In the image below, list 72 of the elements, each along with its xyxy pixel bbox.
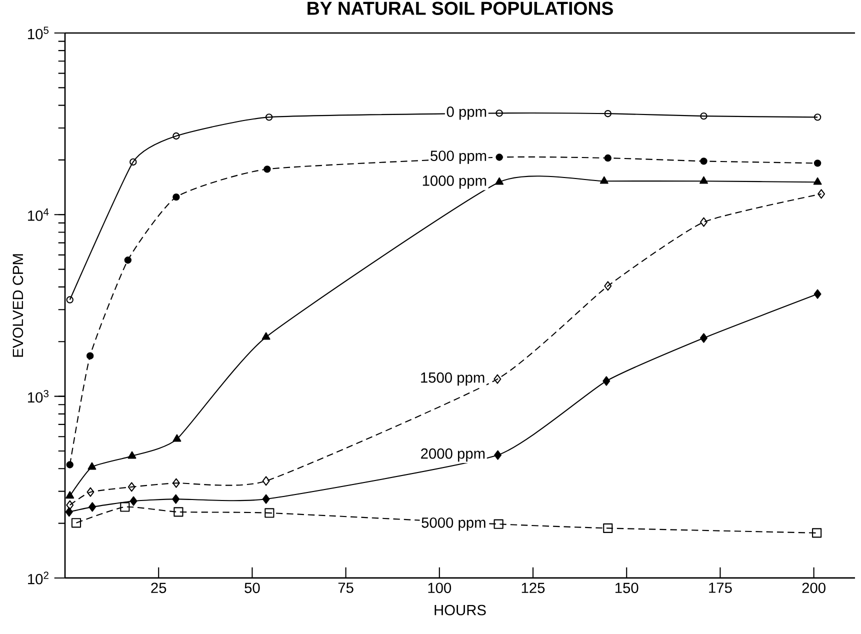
x-tick-label: 200	[802, 582, 826, 594]
point	[130, 496, 138, 506]
point	[496, 154, 503, 161]
point	[495, 177, 504, 185]
point	[700, 158, 708, 165]
x-axis-title: HOURS	[434, 604, 486, 616]
series-label: 1500 ppm	[421, 372, 484, 386]
point	[71, 518, 82, 528]
point	[600, 176, 608, 184]
point	[700, 112, 708, 120]
point	[700, 333, 708, 343]
series-label: 1000 ppm	[422, 176, 486, 189]
point	[814, 289, 822, 299]
point	[812, 528, 822, 538]
x-tick-label: 150	[615, 582, 638, 594]
point	[66, 491, 74, 499]
point	[120, 502, 130, 512]
point	[172, 478, 180, 488]
x-tick-label: 175	[709, 582, 732, 593]
y-tick-label: 10$^{2}$	[28, 572, 48, 584]
point	[494, 450, 502, 460]
point	[66, 461, 74, 468]
series-label: 0 ppm	[446, 106, 486, 120]
point	[603, 523, 613, 533]
point	[124, 256, 132, 264]
y-tick-label: 10$^{4}$	[28, 208, 49, 221]
chart-title: BY NATURAL SOIL POPULATIONS	[308, 2, 613, 15]
point	[130, 158, 137, 166]
series-label: 500 ppm	[430, 150, 486, 164]
series-label: 5000 ppm	[422, 517, 486, 531]
point	[494, 374, 502, 384]
point	[494, 519, 504, 529]
point	[814, 160, 822, 167]
x-tick-label: 100	[428, 582, 452, 594]
point	[700, 217, 708, 227]
point	[262, 476, 270, 486]
point	[265, 114, 273, 121]
point	[66, 296, 74, 304]
point	[172, 434, 182, 442]
point	[174, 507, 184, 517]
x-tick-label: 50	[244, 582, 260, 594]
y-axis-title: EVOLVED CPM	[12, 254, 24, 357]
point	[700, 176, 708, 184]
point	[604, 281, 612, 291]
y-tick-label: 10$^{3}$	[28, 390, 48, 403]
point	[88, 462, 96, 470]
point	[172, 494, 180, 504]
point	[172, 193, 180, 201]
point	[602, 376, 610, 386]
point	[604, 154, 612, 162]
series-label: 2000 ppm	[421, 448, 485, 462]
point	[262, 332, 270, 340]
x-tick-label: 75	[338, 582, 354, 593]
point	[128, 482, 136, 492]
point	[264, 508, 274, 518]
point	[128, 451, 136, 459]
point	[604, 110, 612, 118]
point	[814, 114, 822, 121]
x-tick-label: 25	[151, 582, 166, 594]
point	[66, 500, 74, 510]
point	[818, 189, 826, 199]
point	[264, 166, 271, 173]
y-tick-label: 10$^{5}$	[28, 26, 49, 40]
point	[86, 487, 94, 497]
x-tick-label: 125	[522, 582, 545, 594]
point	[496, 110, 503, 117]
point	[262, 494, 270, 504]
point	[65, 507, 73, 517]
point	[172, 132, 180, 140]
point	[813, 177, 822, 185]
point	[86, 352, 94, 360]
point	[88, 502, 96, 512]
